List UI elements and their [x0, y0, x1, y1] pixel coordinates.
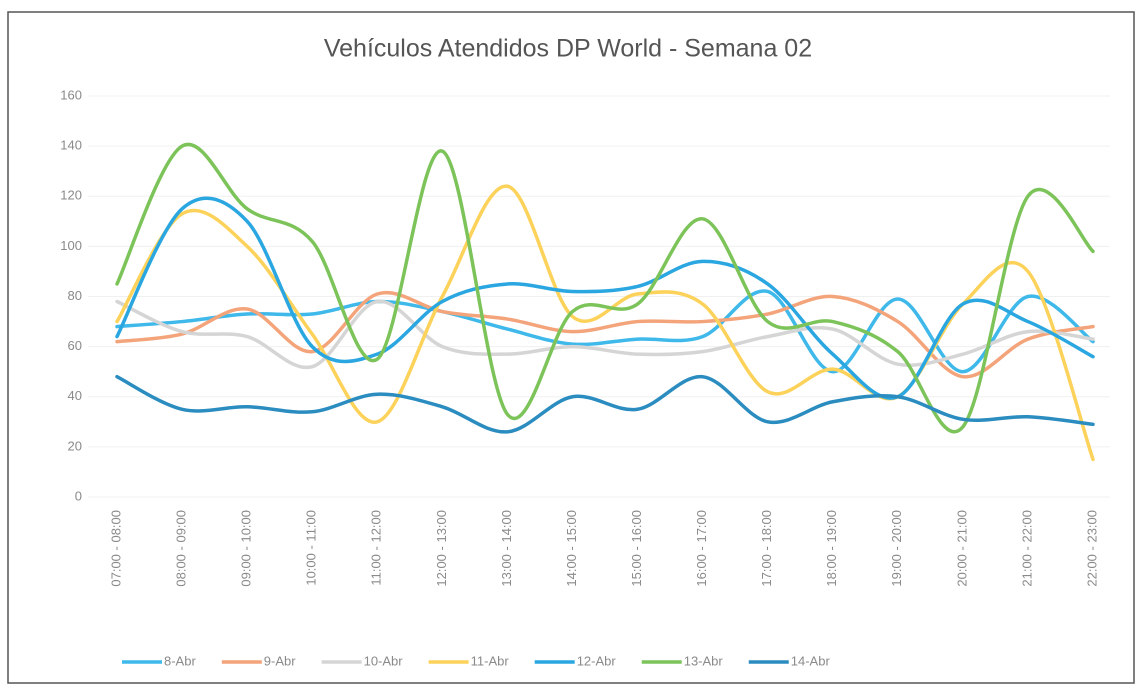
x-tick-label: 09:00 - 10:00 — [239, 510, 254, 587]
x-tick-label: 13:00 - 14:00 — [499, 510, 514, 587]
x-tick-label: 08:00 - 09:00 — [174, 510, 189, 587]
series-line — [115, 290, 1095, 379]
x-tick-label: 17:00 - 18:00 — [759, 510, 774, 587]
chart-title: Vehículos Atendidos DP World - Semana 02 — [324, 35, 812, 63]
x-tick-label: 14:00 - 15:00 — [564, 510, 579, 587]
y-tick-label: 0 — [75, 488, 82, 503]
legend-label: 13-Abr — [684, 653, 724, 668]
y-tick-label: 40 — [68, 388, 82, 403]
y-tick-label: 160 — [60, 87, 82, 102]
x-tick-label: 22:00 - 23:00 — [1084, 510, 1099, 587]
y-tick-label: 20 — [68, 438, 82, 453]
series-line — [115, 142, 1095, 434]
x-tick-label: 18:00 - 19:00 — [824, 510, 839, 587]
legend-label: 11-Abr — [471, 653, 510, 668]
series-line — [115, 374, 1095, 434]
x-tick-label: 19:00 - 20:00 — [889, 510, 904, 587]
legend-label: 12-Abr — [577, 653, 617, 668]
x-tick-label: 11:00 - 12:00 — [369, 510, 384, 586]
series-line — [115, 196, 1095, 400]
legend-label: 14-Abr — [791, 653, 831, 668]
y-tick-label: 60 — [68, 338, 82, 353]
legend-label: 10-Abr — [364, 653, 404, 668]
legend-label: 9-Abr — [264, 653, 296, 668]
y-tick-label: 100 — [60, 238, 82, 253]
x-tick-label: 12:00 - 13:00 — [434, 510, 449, 587]
x-tick-label: 21:00 - 22:00 — [1019, 510, 1034, 587]
y-tick-label: 80 — [68, 288, 82, 303]
y-tick-label: 120 — [60, 188, 82, 203]
y-tick-label: 140 — [60, 138, 82, 153]
x-tick-label: 07:00 - 08:00 — [108, 510, 123, 587]
x-tick-label: 10:00 - 11:00 — [304, 510, 319, 586]
legend-label: 8-Abr — [164, 653, 196, 668]
x-tick-label: 15:00 - 16:00 — [629, 510, 644, 587]
x-tick-label: 20:00 - 21:00 — [954, 510, 969, 587]
x-tick-label: 16:00 - 17:00 — [694, 510, 709, 587]
